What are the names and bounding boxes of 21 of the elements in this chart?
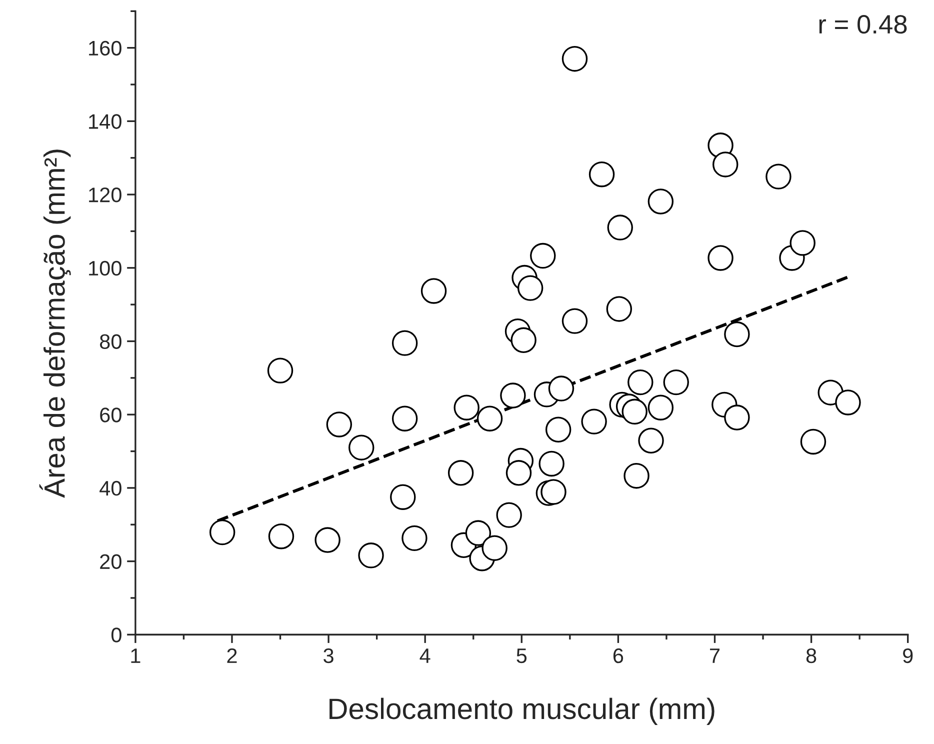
y-tick-label: 40	[100, 480, 122, 496]
x-tick-label: 5	[516, 648, 527, 664]
y-tick-label: 140	[89, 114, 122, 129]
y-tick-label: 80	[100, 334, 122, 349]
y-tick-label: 60	[100, 408, 122, 422]
y-tick-label: 120	[89, 188, 122, 202]
x-tick-label: 9	[903, 648, 913, 664]
y-tick-label: 100	[89, 260, 122, 276]
y-tick-label: 0	[111, 628, 122, 642]
x-tick-label: 2	[227, 648, 237, 663]
y-tick-label: 160	[89, 40, 122, 56]
x-axis-title: Deslocamento muscular (mm)	[330, 698, 714, 725]
x-tick-label: 6	[613, 648, 624, 664]
x-tick-label: 3	[324, 648, 334, 664]
y-axis-title: Área de deformação (mm²)	[39, 150, 71, 498]
x-tick-label: 7	[710, 648, 720, 663]
y-tick-label: 20	[100, 554, 122, 570]
x-tick-label: 8	[806, 648, 816, 664]
annotation: r = 0.48	[819, 14, 907, 34]
x-tick-label: 1	[131, 648, 140, 663]
x-tick-label: 4	[420, 648, 430, 663]
